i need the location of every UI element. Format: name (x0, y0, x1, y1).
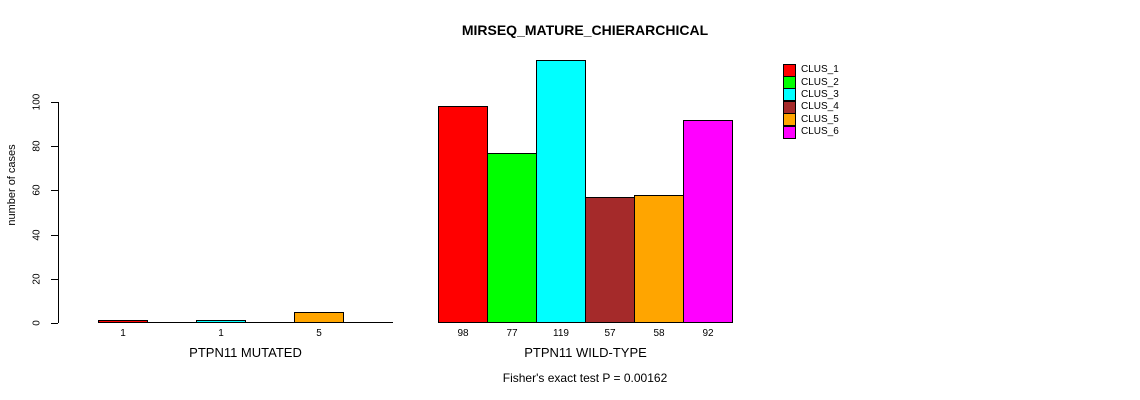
bar-clus_1 (98, 320, 148, 323)
legend-row: CLUS_3 (783, 88, 839, 102)
bar-value-label: 98 (457, 328, 469, 339)
y-tick-label: 60 (31, 184, 43, 196)
legend-row: CLUS_1 (783, 63, 839, 77)
legend-swatch-clus_3 (783, 88, 796, 102)
y-tick-label: 40 (31, 229, 43, 241)
group-label-ptpn11-wild-type: PTPN11 WILD-TYPE (524, 345, 647, 360)
bar-value-label: 119 (553, 328, 569, 339)
legend-label: CLUS_2 (801, 76, 839, 88)
bar-clus_1 (438, 106, 488, 323)
legend-label: CLUS_4 (801, 101, 839, 113)
y-tick-label: 20 (31, 273, 43, 285)
y-tick-label: 80 (31, 140, 43, 152)
bar-value-label: 92 (702, 328, 714, 339)
bar-clus_5 (294, 312, 344, 323)
y-tick-label: 100 (31, 93, 43, 111)
y-tick-mark (51, 102, 58, 103)
y-tick-mark (51, 323, 58, 324)
bar-clus_5 (634, 195, 684, 323)
chart-title: MIRSEQ_MATURE_CHIERARCHICAL (461, 22, 709, 38)
legend-label: CLUS_3 (801, 88, 839, 100)
legend-swatch-clus_1 (783, 63, 796, 77)
legend-swatch-clus_5 (783, 113, 796, 127)
y-axis-line (58, 102, 59, 323)
legend-row: CLUS_2 (783, 76, 839, 90)
y-axis-label: number of cases (6, 144, 18, 226)
legend-row: CLUS_6 (783, 125, 839, 139)
legend-label: CLUS_1 (801, 64, 839, 76)
bar-clus_2 (487, 153, 537, 323)
legend-row: CLUS_4 (783, 100, 839, 114)
legend-swatch-clus_2 (783, 76, 796, 90)
group-label-ptpn11-mutated: PTPN11 MUTATED (189, 345, 302, 360)
legend-row: CLUS_5 (783, 113, 839, 127)
legend: CLUS_1 CLUS_2 CLUS_3 CLUS_4 CLUS_5 CLUS_6 (783, 63, 839, 139)
legend-label: CLUS_5 (801, 113, 839, 125)
y-tick-mark (51, 190, 58, 191)
y-tick-mark (51, 146, 58, 147)
bar-value-label: 1 (120, 328, 126, 339)
bar-value-label: 77 (506, 328, 518, 339)
legend-swatch-clus_6 (783, 125, 796, 139)
legend-label: CLUS_6 (801, 126, 839, 138)
y-tick-mark (51, 235, 58, 236)
y-tick-label: 0 (31, 320, 43, 326)
bar-value-label: 5 (316, 328, 322, 339)
bar-value-label: 1 (218, 328, 224, 339)
bar-clus_3 (536, 60, 586, 323)
y-tick-mark (51, 279, 58, 280)
legend-swatch-clus_4 (783, 100, 796, 114)
bar-clus_4 (585, 197, 635, 323)
bar-value-label: 58 (653, 328, 665, 339)
fisher-test-footnote: Fisher's exact test P = 0.00162 (502, 371, 668, 385)
bar-value-label: 57 (604, 328, 616, 339)
bar-clus_3 (196, 320, 246, 323)
bar-clus_6 (683, 120, 733, 323)
